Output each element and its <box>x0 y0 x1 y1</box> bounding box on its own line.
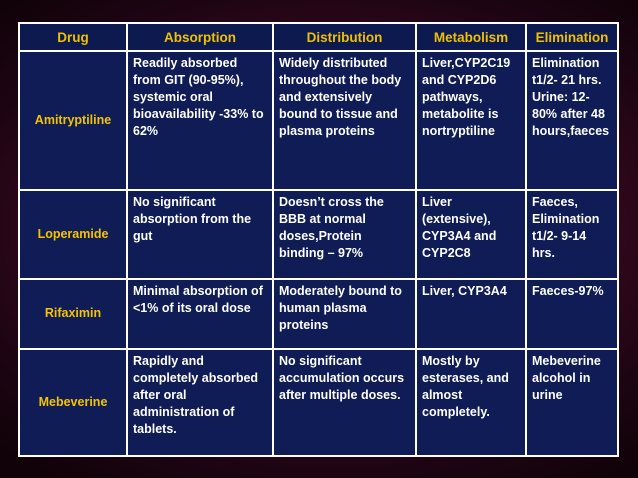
metabolism-cell: Mostly by esterases, and almost complete… <box>415 348 527 457</box>
header-drug: Drug <box>18 22 128 52</box>
drug-comparison-table: Drug Absorption Distribution Metabolism … <box>18 22 619 457</box>
drug-name-cell: Rifaximin <box>18 277 128 351</box>
drug-name-cell: Amitryptiline <box>18 49 128 192</box>
distribution-cell: Doesn’t cross the BBB at normal doses,Pr… <box>272 189 417 280</box>
distribution-cell: No significant accumulation occurs after… <box>272 348 417 457</box>
table-row: Amitryptiline Readily absorbed from GIT … <box>18 49 619 192</box>
elimination-cell: Faeces, Elimination t1/2- 9-14 hrs. <box>525 189 619 280</box>
absorption-cell: Minimal absorption of <1% of its oral do… <box>126 277 274 351</box>
table-row: Mebeverine Rapidly and completely absorb… <box>18 348 619 457</box>
distribution-cell: Widely distributed throughout the body a… <box>272 49 417 192</box>
absorption-cell: No significant absorption from the gut <box>126 189 274 280</box>
drug-name-cell: Loperamide <box>18 189 128 280</box>
pharmacokinetics-table: Drug Absorption Distribution Metabolism … <box>18 22 619 457</box>
metabolism-cell: Liver (extensive), CYP3A4 and CYP2C8 <box>415 189 527 280</box>
drug-name-cell: Mebeverine <box>18 348 128 457</box>
elimination-cell: Mebeverine alcohol in urine <box>525 348 619 457</box>
header-metabolism: Metabolism <box>415 22 527 52</box>
table-row: Loperamide No significant absorption fro… <box>18 189 619 280</box>
distribution-cell: Moderately bound to human plasma protein… <box>272 277 417 351</box>
metabolism-cell: Liver,CYP2C19 and CYP2D6 pathways, metab… <box>415 49 527 192</box>
table-row: Rifaximin Minimal absorption of <1% of i… <box>18 277 619 351</box>
elimination-cell: Elimination t1/2- 21 hrs. Urine: 12-80% … <box>525 49 619 192</box>
absorption-cell: Readily absorbed from GIT (90-95%), syst… <box>126 49 274 192</box>
header-elimination: Elimination <box>525 22 619 52</box>
header-absorption: Absorption <box>126 22 274 52</box>
header-row: Drug Absorption Distribution Metabolism … <box>18 22 619 52</box>
metabolism-cell: Liver, CYP3A4 <box>415 277 527 351</box>
absorption-cell: Rapidly and completely absorbed after or… <box>126 348 274 457</box>
header-distribution: Distribution <box>272 22 417 52</box>
elimination-cell: Faeces-97% <box>525 277 619 351</box>
